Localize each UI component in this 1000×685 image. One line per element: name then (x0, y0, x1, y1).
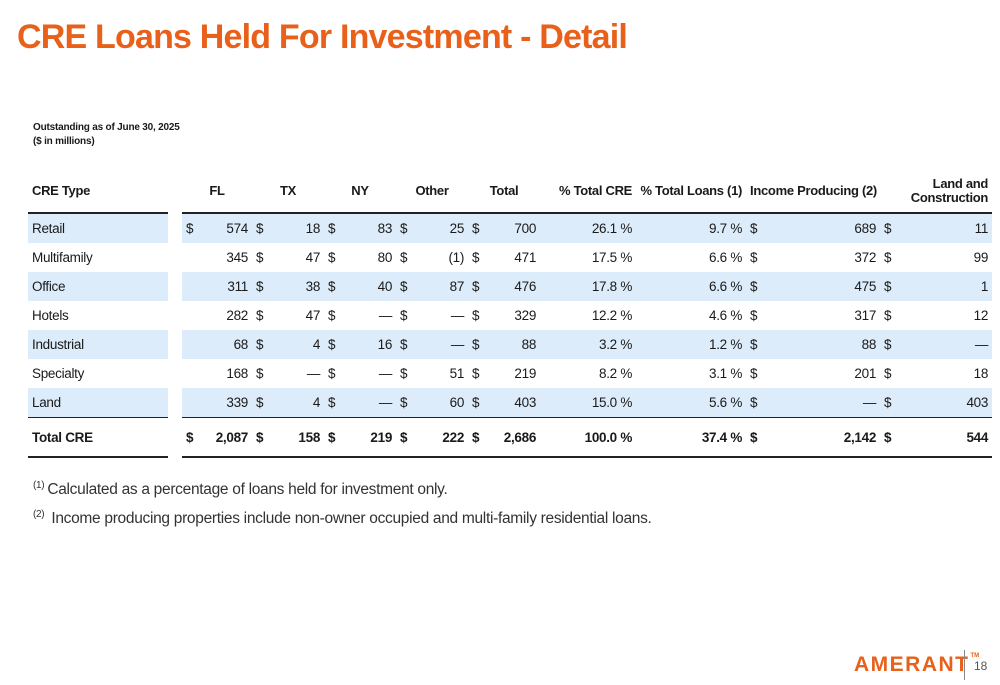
footnote-text: Calculated as a percentage of loans held… (47, 481, 448, 499)
table-row: Industrial 68 $4 $16 $ — $88 3.2 % 1.2 % … (28, 330, 993, 359)
header-ny: NY (324, 170, 397, 214)
header-pct-total-loans: % Total Loans (1) (636, 170, 747, 214)
header-other: Other (396, 170, 469, 214)
table-row: Specialty 168 $ — $ — $51 $219 8.2 % 3.1 %… (28, 359, 992, 388)
header-fl: FL (182, 170, 253, 214)
header-cre-type: CRE Type (28, 170, 168, 214)
units-note: ($ in millions) (33, 136, 95, 147)
page-title: CRE Loans Held For Investment - Detail (17, 18, 628, 56)
as-of-date: Outstanding as of June 30, 2025 (33, 122, 180, 133)
footnote-text: Income producing properties include non-… (47, 510, 652, 528)
footer-divider (964, 650, 965, 680)
amerant-logo: AMERANTTM (854, 653, 980, 676)
footnote-marker: (2) (33, 509, 45, 521)
header-income-producing: Income Producing (2) (746, 170, 881, 214)
table-row: Multifamily 345 $47 $80 $ (1) $471 17.5 %… (28, 243, 992, 272)
table-row: Retail $574 $18 $83 $25 $700 26.1 % 9.7 … (28, 214, 993, 243)
header-pct-total-cre: % Total CRE (540, 170, 637, 214)
table-header-row: CRE Type FL TX NY Other Total % Total CR… (28, 170, 993, 214)
header-land-construction: Land and Construction (880, 170, 993, 214)
page-number: 18 (974, 659, 988, 673)
table-row: Land 339 $4 $ — $60 $403 15.0 % 5.6 % $ — … (28, 388, 993, 418)
footnote-marker: (1) (33, 480, 45, 491)
cre-loans-table: CRE Type FL TX NY Other Total % Total CR… (28, 170, 993, 458)
footnote-1: (1) Calculated as a percentage of loans h… (33, 480, 652, 499)
footnotes: (1) Calculated as a percentage of loans h… (33, 480, 652, 538)
header-tx: TX (252, 170, 325, 214)
table-total-row: Total CRE $2,087 $158 $219 $222 $2,686 1… (28, 418, 993, 458)
table-row: Hotels 282 $47 $ — $ — $329 12.2 % 4.6 % $… (28, 301, 992, 330)
table-caption: Outstanding as of June 30, 2025 ($ in mi… (33, 121, 180, 149)
footnote-2: (2) Income producing properties include … (33, 509, 652, 528)
table-row: Office 311 $38 $40 $87 $476 17.8 % 6.6 %… (28, 272, 993, 301)
header-total: Total (468, 170, 541, 214)
